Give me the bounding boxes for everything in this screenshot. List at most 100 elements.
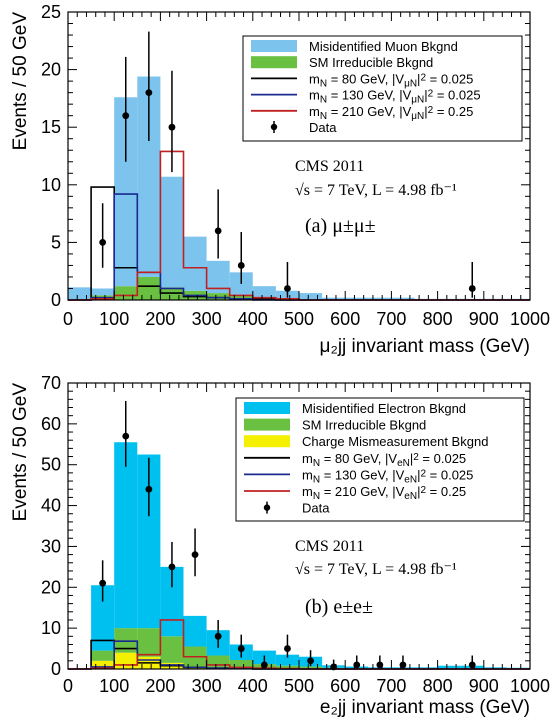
legend: Misidentified Muon BkgndSM Irreducible B… [243, 36, 522, 141]
legend-label-part: eN [404, 474, 417, 485]
x-tick-label: 500 [284, 309, 314, 329]
x-tick-label: 100 [99, 309, 129, 329]
annotation-experiment: CMS 2011 [295, 538, 364, 555]
y-tick-label: 0 [51, 290, 61, 310]
x-tick-label: 700 [376, 676, 406, 696]
x-tick-label: 0 [63, 676, 73, 696]
legend-label-part: μN [411, 110, 424, 121]
x-tick-label: 0 [63, 309, 73, 329]
data-point [99, 580, 106, 587]
legend-label-part: = 0.25 [426, 484, 466, 499]
legend-label-part: = 210 GeV, |V [320, 484, 405, 499]
panel-label: (a) μ±μ± [305, 215, 376, 237]
y-tick-label: 50 [41, 455, 61, 475]
x-tick-label: 300 [192, 676, 222, 696]
legend-label: SM Irreducible Bkgnd [309, 55, 433, 70]
panel-label: (b) e±e± [305, 596, 373, 618]
data-point [215, 633, 222, 640]
legend-entry: Misidentified Muon Bkgnd [251, 39, 458, 54]
data-point [215, 227, 222, 234]
y-tick-label: 60 [41, 414, 61, 434]
stack-bar [160, 636, 183, 663]
stack-bar [207, 656, 230, 668]
stack-bar [137, 277, 160, 300]
stack-bar [68, 287, 91, 300]
chart-panel-a: 0 100 200 300 400 500 600 700 800 900 1000 0 5 10 15 20… [10, 2, 550, 357]
y-tick-label: 40 [41, 496, 61, 516]
legend-label-part: m [302, 484, 313, 499]
data-point [169, 124, 176, 131]
stack-bar [184, 237, 207, 291]
legend-label: Data [302, 501, 330, 516]
legend-label: Data [309, 120, 337, 135]
x-tick-label: 1000 [510, 309, 550, 329]
x-axis-label: μ₂jj invariant mass (GeV) [320, 336, 530, 357]
legend-label: mN = 130 GeV, |VeN|2 = 0.025 [302, 467, 473, 485]
y-tick-label: 25 [41, 2, 61, 22]
x-tick-label: 800 [423, 676, 453, 696]
data-point [122, 112, 129, 119]
legend-label-part: = 80 GeV, |V [320, 451, 397, 466]
stack-bar [207, 293, 230, 300]
y-tick-label: 0 [51, 659, 61, 679]
annotation-energy: √s = 7 TeV, L = 4.98 fb⁻¹ [295, 182, 457, 199]
legend-swatch [244, 402, 290, 414]
x-tick-label: 700 [376, 309, 406, 329]
stack-bar [184, 616, 207, 647]
y-tick-label: 10 [41, 175, 61, 195]
data-point [169, 563, 176, 570]
legend-label-part: eN [404, 491, 417, 502]
legend-label-part: = 0.025 [433, 88, 480, 103]
y-axis-label: Events / 50 GeV [10, 383, 31, 522]
legend-label: mN = 210 GeV, |VeN|2 = 0.25 [302, 484, 466, 502]
stack-bar [114, 653, 137, 669]
stack-bar [91, 288, 114, 295]
x-tick-label: 400 [238, 676, 268, 696]
data-point [145, 89, 152, 96]
annotation-energy: √s = 7 TeV, L = 4.98 fb⁻¹ [295, 561, 457, 578]
legend-label-part: m [302, 451, 313, 466]
y-tick-label: 5 [51, 232, 61, 252]
data-point [145, 486, 152, 493]
annotation-experiment: CMS 2011 [295, 158, 364, 175]
y-tick-label: 20 [41, 577, 61, 597]
data-point [99, 239, 106, 246]
legend-label-part: m [309, 71, 320, 86]
legend-label-part: = 80 GeV, |V [327, 71, 404, 86]
y-tick-label: 15 [41, 117, 61, 137]
legend-label-part: N [320, 94, 327, 105]
x-tick-label: 800 [423, 309, 453, 329]
y-tick-label: 10 [41, 618, 61, 638]
legend-entry: SM Irreducible Bkgnd [244, 418, 426, 433]
x-tick-label: 100 [99, 676, 129, 696]
x-tick-label: 1000 [510, 676, 550, 696]
data-point [469, 285, 476, 292]
legend-label-part: = 210 GeV, |V [327, 104, 412, 119]
x-tick-label: 400 [238, 309, 268, 329]
legend-label-part: μN [411, 94, 424, 105]
x-tick-label: 500 [284, 676, 314, 696]
legend-swatch [264, 504, 270, 510]
x-axis-label: e₂jj invariant mass (GeV) [320, 697, 530, 718]
data-point [238, 262, 245, 269]
legend-swatch [244, 435, 290, 447]
legend: Misidentified Electron Bkgnd SM Irreducib… [236, 398, 524, 521]
legend-label-part: = 0.025 [426, 467, 473, 482]
stack-bar [91, 651, 114, 661]
stack-bar [160, 177, 183, 288]
y-tick-label: 70 [41, 373, 61, 393]
legend-swatch [251, 56, 297, 68]
legend-label: SM Irreducible Bkgnd [302, 418, 426, 433]
x-tick-label: 900 [469, 309, 499, 329]
y-axis-label: Events / 50 GeV [10, 12, 31, 151]
legend-label: Charge Mismeasurement Bkgnd [302, 434, 488, 449]
x-tick-label: 900 [469, 676, 499, 696]
legend-entry: Charge Mismeasurement Bkgnd [244, 434, 488, 449]
data-point [238, 645, 245, 652]
stack-bar [253, 286, 276, 298]
x-tick-label: 200 [145, 309, 175, 329]
data-point [192, 551, 199, 558]
data-point [122, 433, 129, 440]
legend-label: Misidentified Electron Bkgnd [302, 401, 466, 416]
